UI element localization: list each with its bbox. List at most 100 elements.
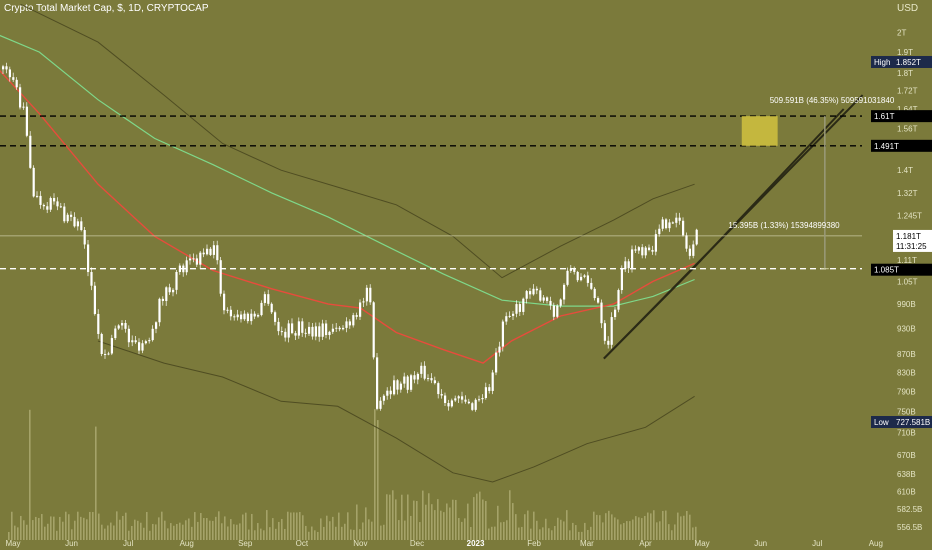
volume-bar	[53, 516, 55, 540]
candle-body	[563, 284, 566, 300]
candle-body	[250, 313, 253, 322]
current-measure-label: 15.395B (1.33%) 15394899380	[728, 221, 840, 230]
y-axis: 2T 1.9T 1.8T 1.72T 1.64T 1.56T 1.4T 1.32T 1.245T…	[897, 28, 922, 532]
volume-bar	[473, 497, 475, 540]
volume-bar	[482, 499, 484, 540]
svg-text:Low: Low	[874, 418, 889, 427]
candle-body	[148, 340, 151, 342]
candle-body	[338, 327, 341, 330]
volume-bar	[185, 520, 187, 540]
volume-bar	[422, 490, 424, 540]
candle-body	[260, 302, 263, 316]
candle-body	[597, 298, 600, 303]
candle-body	[413, 375, 416, 380]
y-tick-label: 1.05T	[897, 277, 918, 286]
x-tick-label: Jun	[754, 539, 767, 548]
y-tick-label: 2T	[897, 28, 906, 37]
candle-body	[668, 222, 671, 229]
volume-bar	[548, 528, 550, 540]
candle-body	[559, 299, 562, 306]
volume-bar	[425, 504, 427, 540]
x-tick-label: Aug	[180, 539, 194, 548]
volume-bar	[164, 520, 166, 540]
volume-bar	[173, 525, 175, 540]
candle-body	[362, 301, 365, 303]
volume-bar	[248, 529, 250, 540]
volume-bar	[404, 520, 406, 540]
candle-body	[212, 245, 215, 255]
volume-bar	[386, 494, 388, 540]
volume-bar	[494, 526, 496, 540]
volume-bar	[296, 512, 298, 540]
volume-bar	[641, 518, 643, 540]
candle-body	[406, 376, 409, 390]
volume-bar	[380, 525, 382, 540]
candle-body	[688, 248, 691, 256]
candle-body	[36, 195, 39, 197]
volume-bar	[479, 491, 481, 540]
candle-body	[263, 294, 266, 303]
candle-body	[280, 331, 283, 333]
volume-bar	[371, 521, 373, 540]
volume-bar	[662, 510, 664, 540]
volume-bar	[617, 519, 619, 540]
volume-bar	[107, 525, 109, 540]
candle-body	[127, 328, 130, 343]
volume-bar	[530, 528, 532, 540]
volume-bar	[518, 527, 520, 540]
candle-body	[63, 206, 66, 222]
volume-bar	[461, 521, 463, 540]
candle-body	[114, 328, 117, 339]
y-tick-label: 1.8T	[897, 69, 913, 78]
volume-bar	[584, 522, 586, 540]
volume-bar	[182, 524, 184, 540]
volume-bar	[407, 494, 409, 540]
candle-body	[348, 321, 351, 326]
candle-body	[637, 247, 640, 251]
volume-bar	[167, 528, 169, 540]
volume-bar	[449, 507, 451, 540]
volume-bar	[224, 516, 226, 540]
x-tick-label: Oct	[296, 539, 309, 548]
volume-bar	[665, 510, 667, 540]
green-moving-average-line	[0, 34, 695, 307]
volume-bar	[356, 504, 358, 540]
x-tick-label: May	[695, 539, 710, 548]
candle-body	[505, 316, 508, 322]
candle-body	[56, 201, 59, 207]
candle-body	[291, 323, 294, 334]
y-tick-label: 990B	[897, 300, 916, 309]
volume-bar	[491, 526, 493, 540]
volume-bar	[692, 527, 694, 540]
candle-body	[573, 268, 576, 272]
y-tick-label: 830B	[897, 368, 916, 377]
x-tick-label: Sep	[238, 539, 253, 548]
level-tag-1.61T: 1.61T	[871, 110, 932, 123]
y-tick-label: 870B	[897, 350, 916, 359]
volume-bar	[149, 530, 151, 540]
candle-body	[481, 397, 484, 400]
svg-text:High: High	[874, 58, 890, 67]
x-tick-label: Jul	[123, 539, 133, 548]
volume-bar	[695, 526, 697, 540]
candle-body	[512, 313, 515, 316]
volume-bar	[464, 518, 466, 540]
volume-bar	[668, 524, 670, 540]
volume-bar	[281, 518, 283, 540]
volume-bar	[290, 512, 292, 540]
candle-body	[474, 399, 477, 410]
candle-body	[80, 221, 83, 231]
candle-body	[369, 287, 372, 303]
candle-body	[240, 314, 243, 320]
volume-bar	[92, 512, 94, 540]
volume-bar	[101, 524, 103, 540]
candle-body	[236, 314, 239, 318]
volume-bar	[593, 511, 595, 540]
candle-body	[658, 228, 661, 235]
y-tick-label: 750B	[897, 407, 916, 416]
volume-bar	[251, 513, 253, 540]
volume-bar	[542, 527, 544, 540]
volume-bar	[395, 499, 397, 540]
